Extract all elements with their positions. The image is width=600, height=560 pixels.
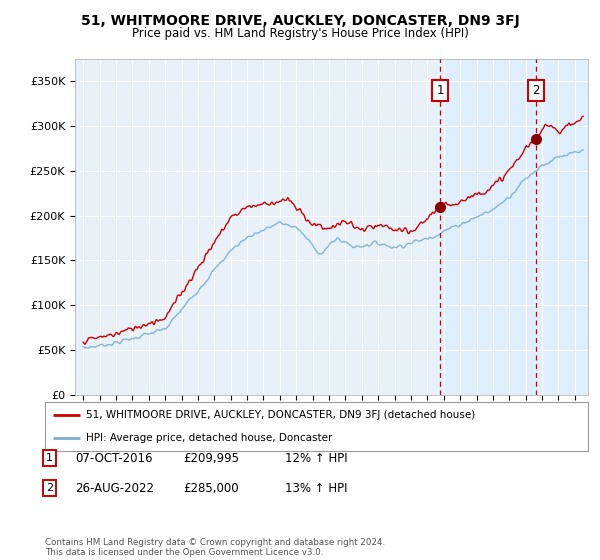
Text: 13% ↑ HPI: 13% ↑ HPI [285,482,347,495]
Text: 51, WHITMOORE DRIVE, AUCKLEY, DONCASTER, DN9 3FJ: 51, WHITMOORE DRIVE, AUCKLEY, DONCASTER,… [80,14,520,28]
Text: HPI: Average price, detached house, Doncaster: HPI: Average price, detached house, Donc… [86,433,332,442]
Text: 2: 2 [533,83,540,97]
Text: 12% ↑ HPI: 12% ↑ HPI [285,451,347,465]
Text: £285,000: £285,000 [183,482,239,495]
Text: Contains HM Land Registry data © Crown copyright and database right 2024.
This d: Contains HM Land Registry data © Crown c… [45,538,385,557]
Text: 2: 2 [46,483,53,493]
Bar [440,59,600,395]
Text: 07-OCT-2016: 07-OCT-2016 [75,451,152,465]
Text: Price paid vs. HM Land Registry's House Price Index (HPI): Price paid vs. HM Land Registry's House … [131,27,469,40]
Text: 51, WHITMOORE DRIVE, AUCKLEY, DONCASTER, DN9 3FJ (detached house): 51, WHITMOORE DRIVE, AUCKLEY, DONCASTER,… [86,410,475,420]
Text: 1: 1 [436,83,444,97]
Text: 1: 1 [46,453,53,463]
Text: 26-AUG-2022: 26-AUG-2022 [75,482,154,495]
Text: £209,995: £209,995 [183,451,239,465]
